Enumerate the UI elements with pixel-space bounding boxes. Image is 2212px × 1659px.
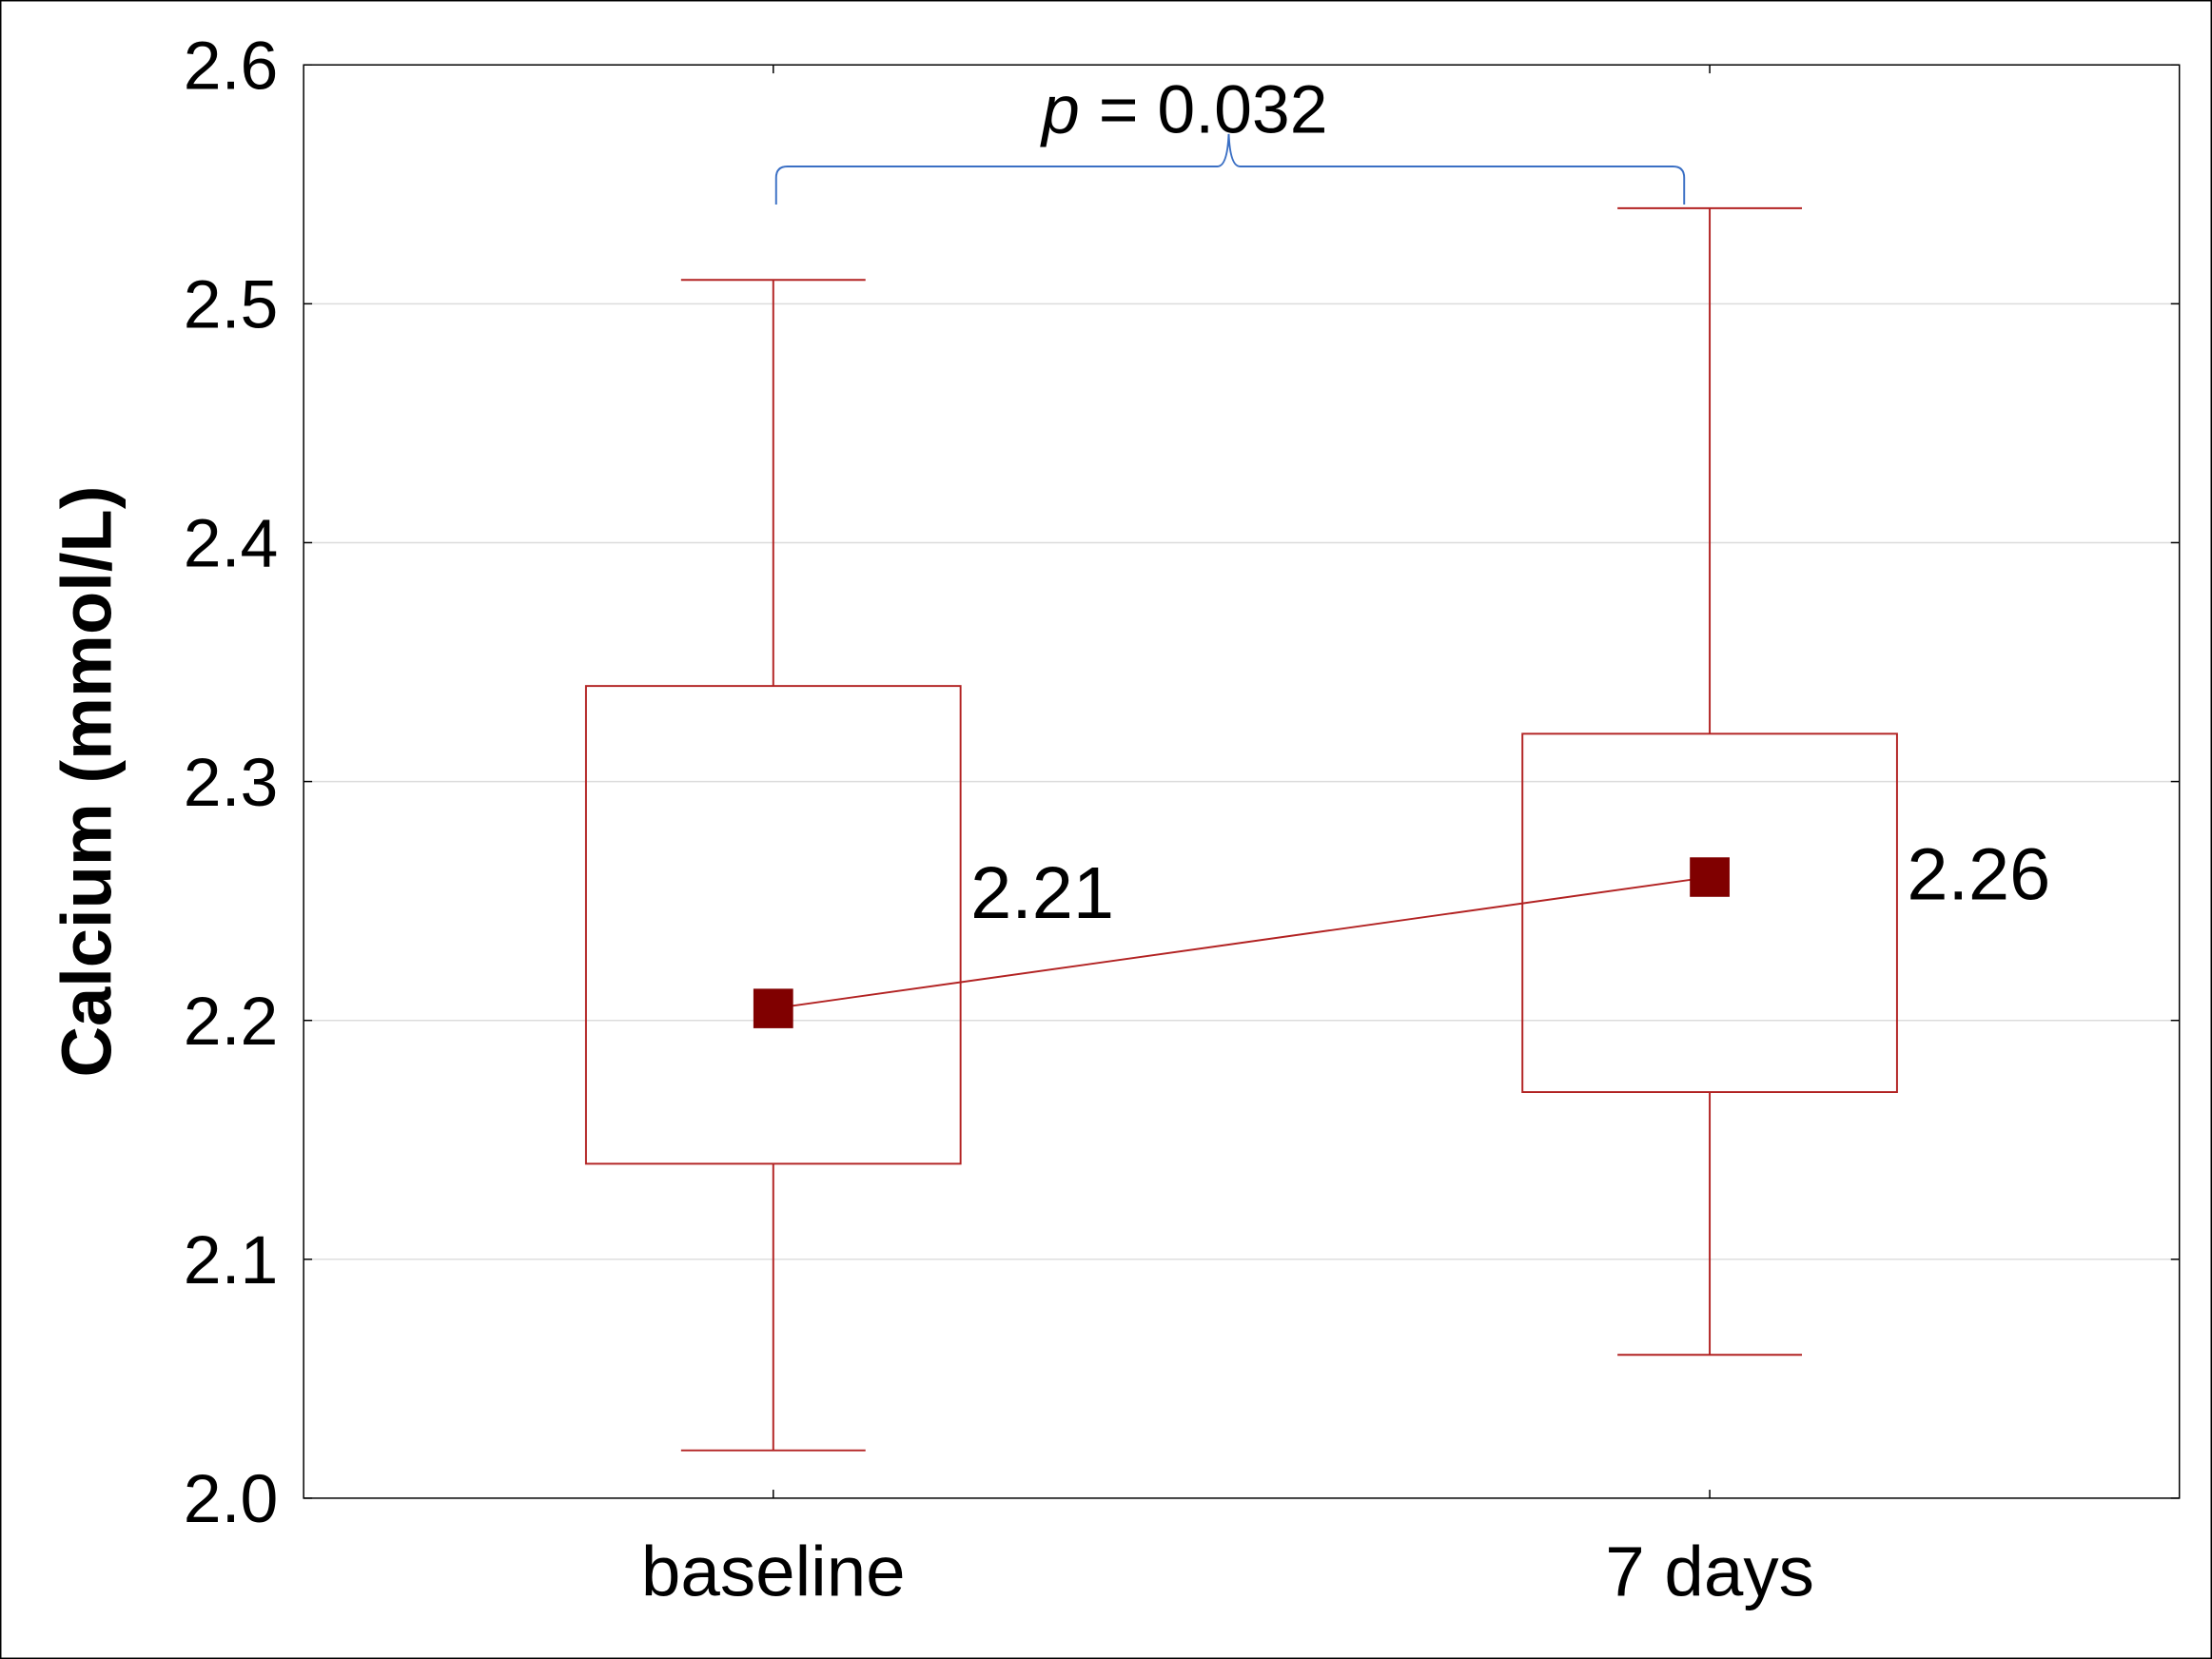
- plot-area-frame: [303, 64, 2181, 1499]
- y-tick-label: 2.4: [184, 506, 279, 582]
- y-tick-label: 2.3: [184, 745, 279, 821]
- box-7-days: [1521, 732, 1898, 1093]
- y-tick-label: 2.2: [184, 984, 279, 1060]
- significance-bracket: [774, 133, 1686, 205]
- p-symbol: p: [1040, 72, 1080, 148]
- box-baseline: [584, 685, 962, 1165]
- mean-marker: [1690, 857, 1730, 897]
- p-value-annotation: p = 0.032: [774, 72, 1686, 205]
- grid-lines: [303, 303, 2180, 1260]
- y-axis-label: Calcium (mmol/L): [47, 486, 126, 1078]
- x-axis-ticks: baseline 7 days: [641, 65, 1814, 1610]
- mean-connector-line: [773, 876, 1711, 1010]
- svg-text:p = 0.032: p = 0.032: [1040, 72, 1328, 148]
- x-tick-label: 7 days: [1605, 1532, 1814, 1610]
- y-tick-label: 2.0: [184, 1461, 279, 1537]
- x-tick-label: baseline: [641, 1532, 906, 1610]
- p-value-text: = 0.032: [1080, 72, 1328, 148]
- mean-value-label: 2.21: [970, 852, 1114, 934]
- y-axis-ticks: 2.0 2.1 2.2 2.3 2.4 2.5 2.6: [184, 29, 2180, 1537]
- y-tick-label: 2.1: [184, 1222, 279, 1298]
- boxes: 2.21 2.26: [584, 206, 2050, 1452]
- mean-marker: [753, 988, 793, 1028]
- y-tick-label: 2.6: [184, 29, 279, 105]
- y-tick-label: 2.5: [184, 267, 279, 343]
- mean-value-label: 2.26: [1907, 834, 2050, 916]
